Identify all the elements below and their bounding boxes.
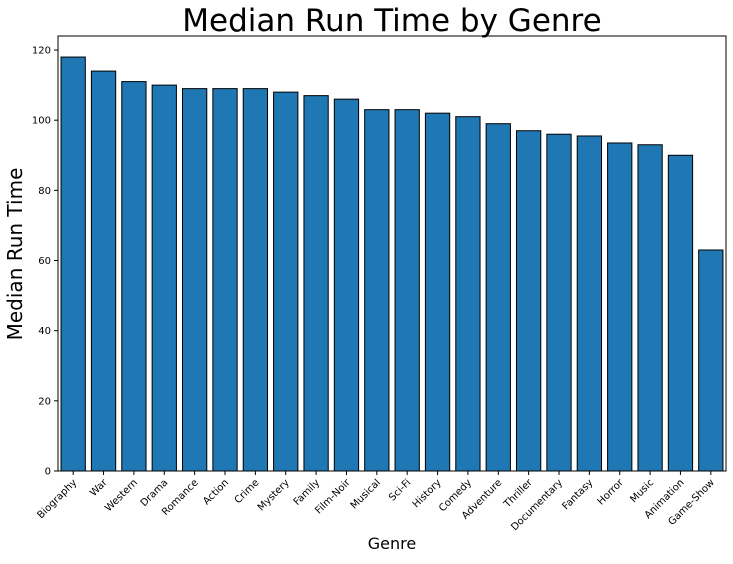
y-tick-label: 100 xyxy=(32,116,51,127)
bar-game-show xyxy=(698,249,724,472)
y-tick-label: 20 xyxy=(38,396,51,407)
bar-sci-fi xyxy=(394,109,420,472)
bar-war xyxy=(90,70,117,472)
y-tick-label: 80 xyxy=(38,186,51,197)
x-tick-label: War xyxy=(88,477,110,499)
bar-adventure xyxy=(485,123,511,472)
x-tick-label: Mystery xyxy=(256,477,292,513)
bar-romance xyxy=(181,88,208,472)
bar-film-noir xyxy=(333,98,360,472)
x-tick-label: Horror xyxy=(596,477,627,508)
bar-thriller xyxy=(515,130,542,472)
x-tick-label: Music xyxy=(628,477,656,505)
x-tick-label: Musical xyxy=(349,477,383,511)
bar-music xyxy=(637,144,663,472)
y-tick-label: 60 xyxy=(38,256,51,267)
bar-comedy xyxy=(455,116,481,472)
bar-documentary xyxy=(546,133,572,472)
bar-biography xyxy=(60,56,86,472)
y-ticks: 0 20 40 60 80 100 120 xyxy=(32,46,58,478)
bars-layer xyxy=(60,56,724,472)
x-axis-label: Genre xyxy=(368,534,416,553)
x-tick-label: Fantasy xyxy=(560,477,595,512)
x-tick-label: Crime xyxy=(233,477,262,506)
bar-horror xyxy=(607,142,633,472)
x-tick-label: Western xyxy=(103,477,140,514)
y-axis-label: Median Run Time xyxy=(3,168,27,341)
bar-fantasy xyxy=(576,135,603,472)
chart-title: Median Run Time by Genre xyxy=(182,3,601,39)
y-tick-label: 40 xyxy=(38,326,51,337)
x-tick-label: Biography xyxy=(35,477,79,521)
plot-frame xyxy=(57,35,727,472)
bar-western xyxy=(121,81,147,472)
y-tick-label: 0 xyxy=(45,467,51,478)
bar-musical xyxy=(364,109,390,472)
bar-drama xyxy=(151,84,177,472)
bar-mystery xyxy=(273,91,299,472)
bar-crime xyxy=(242,88,269,472)
bar-animation xyxy=(667,154,694,472)
y-tick-label: 120 xyxy=(32,46,51,57)
x-tick-label: Action xyxy=(201,477,231,507)
x-tick-label: Sci-Fi xyxy=(387,477,413,503)
bar-action xyxy=(212,88,238,472)
bar-history xyxy=(424,112,451,472)
bar-family xyxy=(303,95,329,472)
